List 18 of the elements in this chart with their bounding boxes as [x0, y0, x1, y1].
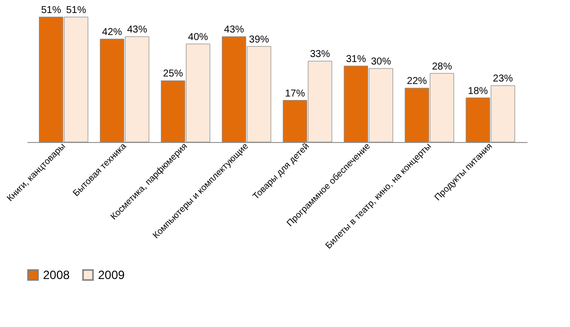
legend-label: 2009: [98, 268, 126, 282]
data-label: 51%: [66, 5, 86, 16]
data-label: 18%: [468, 86, 488, 97]
data-label: 43%: [127, 24, 148, 36]
data-label: 31%: [346, 54, 366, 66]
data-label: 33%: [310, 49, 330, 60]
data-label: 40%: [188, 32, 208, 43]
data-label: 17%: [284, 88, 306, 100]
data-label: 23%: [492, 74, 514, 85]
data-label: 42%: [102, 27, 122, 38]
legend-label: 2008: [43, 268, 70, 282]
data-label: 51%: [41, 5, 62, 16]
data-label: 28%: [432, 61, 452, 72]
data-label: 39%: [249, 34, 270, 46]
data-label: 22%: [406, 76, 428, 88]
data-label: 43%: [224, 24, 244, 36]
data-label: 30%: [370, 56, 392, 68]
data-label: 25%: [163, 68, 184, 80]
